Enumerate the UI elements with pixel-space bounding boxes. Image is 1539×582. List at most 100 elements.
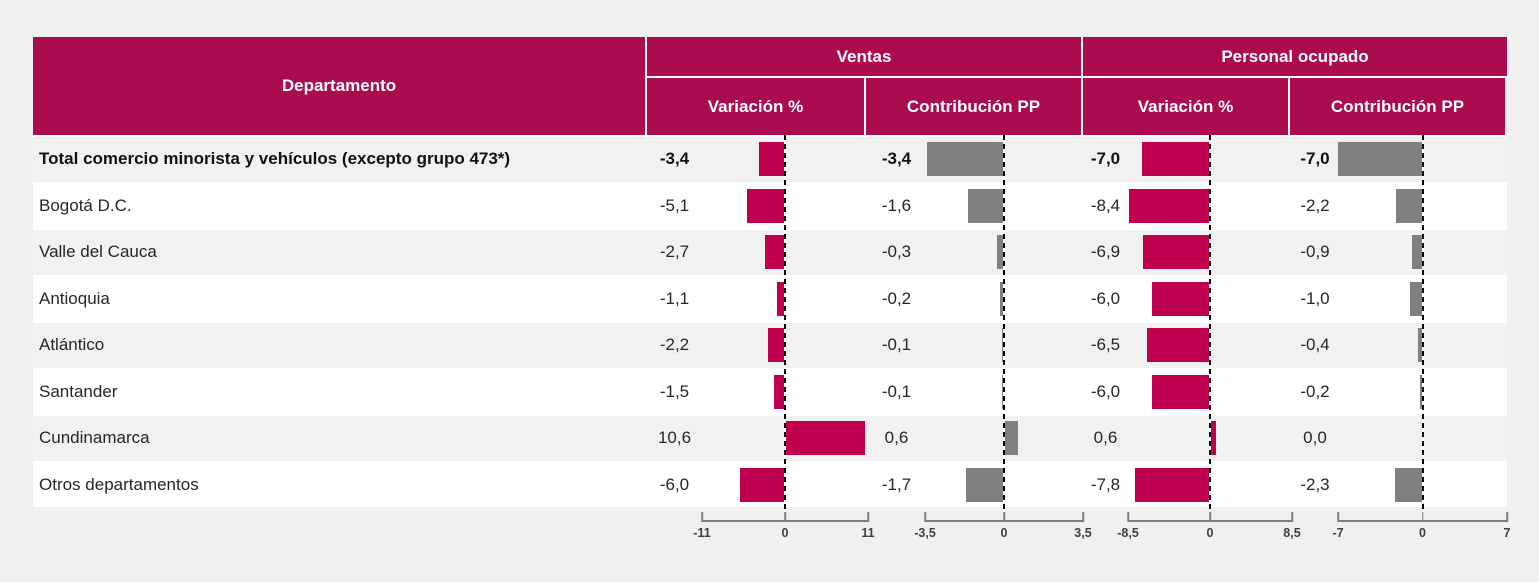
axis-tick [1506,512,1508,522]
bar-plot [1128,370,1292,415]
value-label: -0,1 [881,335,912,355]
chart-cell-ventas-contrib: -1,6 [868,184,1083,229]
bar-plot [1338,277,1507,322]
axis-personal-var: -8,5 0 8,5 [1117,507,1301,567]
bar-plot [702,416,868,461]
value-label: -6,9 [1090,242,1121,262]
value-label: -0,3 [881,242,912,262]
value-label: -0,4 [1300,335,1330,355]
axis-tick-label: -8,5 [1117,526,1139,540]
chart-cell-ventas-var: -2,2 [647,323,868,368]
column-group-personal-ocupado: Personal ocupado Variación % Contribució… [1083,37,1507,135]
axis-ventas-var: -11 0 11 [693,507,875,567]
axis-tick [701,512,703,522]
axis-tick-label: 0 [1206,526,1214,540]
bar-plot [1338,323,1507,368]
value-label: -6,5 [1090,335,1121,355]
zero-axis-line [1209,135,1211,512]
data-bar [1001,374,1004,409]
table-row: Atlántico -2,2 -0,1 -6,5 -0,4 [33,321,1507,368]
value-label: -1,6 [881,195,912,215]
zero-axis-line [1003,135,1005,512]
bar-plot [925,323,1083,368]
table-row: Bogotá D.C. -5,1 -1,6 -8,4 -2,2 [33,181,1507,229]
chart-cell-personal-var: 0,6 [1083,416,1292,461]
table-row: Valle del Cauca -2,7 -0,3 -6,9 -0,9 [33,228,1507,275]
value-label: -0,9 [1300,242,1330,262]
data-bar [999,281,1004,316]
data-bar [1411,235,1423,269]
group-header-personal-ocupado: Personal ocupado [1083,37,1507,78]
chart-cell-ventas-var: -3,4 [647,137,868,182]
bar-plot [925,463,1083,508]
value-label: -2,2 [1300,195,1330,215]
bar-plot [925,230,1083,275]
column-header-departamento: Departamento [33,37,647,135]
chart-cell-personal-var: -6,9 [1083,230,1292,275]
value-label: -6,0 [659,474,690,494]
department-label: Otros departamentos [39,474,199,494]
department-label: Bogotá D.C. [39,195,132,215]
data-bar [1001,328,1004,362]
data-bar [768,328,785,362]
bar-plot [1128,277,1292,322]
value-label: -6,0 [1090,381,1121,401]
axis-tick [1127,512,1129,522]
subheader-personal-contribucion: Contribución PP [1290,78,1505,135]
axis-tick [924,512,926,522]
chart-cell-ventas-contrib: -0,3 [868,230,1083,275]
axis-tick [1291,512,1293,522]
bar-plot [925,277,1083,322]
chart-cell-ventas-contrib: -0,1 [868,370,1083,415]
axis-tick-label: -11 [693,526,711,540]
value-label: -0,2 [881,288,912,308]
axis-tick-label: 3,5 [1074,526,1092,540]
table-row: Cundinamarca 10,6 0,6 0,6 0,0 [33,414,1507,461]
table-body: Total comercio minorista y vehículos (ex… [33,135,1507,512]
chart-cell-ventas-var: -2,7 [647,230,868,275]
zero-axis-line [1421,135,1424,512]
table-header: Departamento Ventas Variación % Contribu… [33,37,1507,135]
chart-cell-personal-contrib: -0,2 [1292,370,1507,415]
bar-plot [1128,463,1292,508]
bar-plot [702,463,868,508]
subheader-ventas-variacion: Variación % [647,78,866,135]
data-bar [1142,142,1210,176]
value-label: -3,4 [659,149,690,169]
chart-cell-personal-var: -7,8 [1083,463,1292,508]
data-bar [1134,467,1210,502]
subheader-personal-variacion: Variación % [1083,78,1290,135]
data-bar [965,467,1004,502]
bar-plot [1338,184,1507,229]
data-bar [739,467,785,502]
bar-plot [702,323,868,368]
bar-plot [702,137,868,182]
data-bar [1338,142,1423,176]
data-bar [1152,374,1210,409]
axis-tick [1337,512,1339,522]
data-bar [1394,467,1423,502]
chart-cell-ventas-contrib: -1,7 [868,463,1083,508]
bar-plot [925,137,1083,182]
data-bar [1128,188,1210,223]
bar-plot [702,370,868,415]
chart-cell-personal-contrib: -7,0 [1292,137,1507,182]
value-label: -7,0 [1090,149,1121,169]
department-label: Antioquia [39,288,110,308]
data-bar [1143,235,1210,269]
bar-plot [702,184,868,229]
value-label: -7,8 [1090,474,1121,494]
departments-table: Departamento Ventas Variación % Contribu… [33,37,1510,567]
bar-plot [1338,370,1507,415]
data-bar [1004,421,1018,455]
data-bar [773,374,785,409]
bar-plot [925,416,1083,461]
chart-cell-personal-contrib: 0,0 [1292,416,1507,461]
axis-tick [867,512,869,522]
value-label: -3,4 [881,149,912,169]
bar-plot [1128,230,1292,275]
chart-cell-ventas-contrib: -0,2 [868,277,1083,322]
value-label: -1,0 [1300,288,1330,308]
value-label: -0,1 [881,381,912,401]
value-label: -2,2 [659,335,690,355]
